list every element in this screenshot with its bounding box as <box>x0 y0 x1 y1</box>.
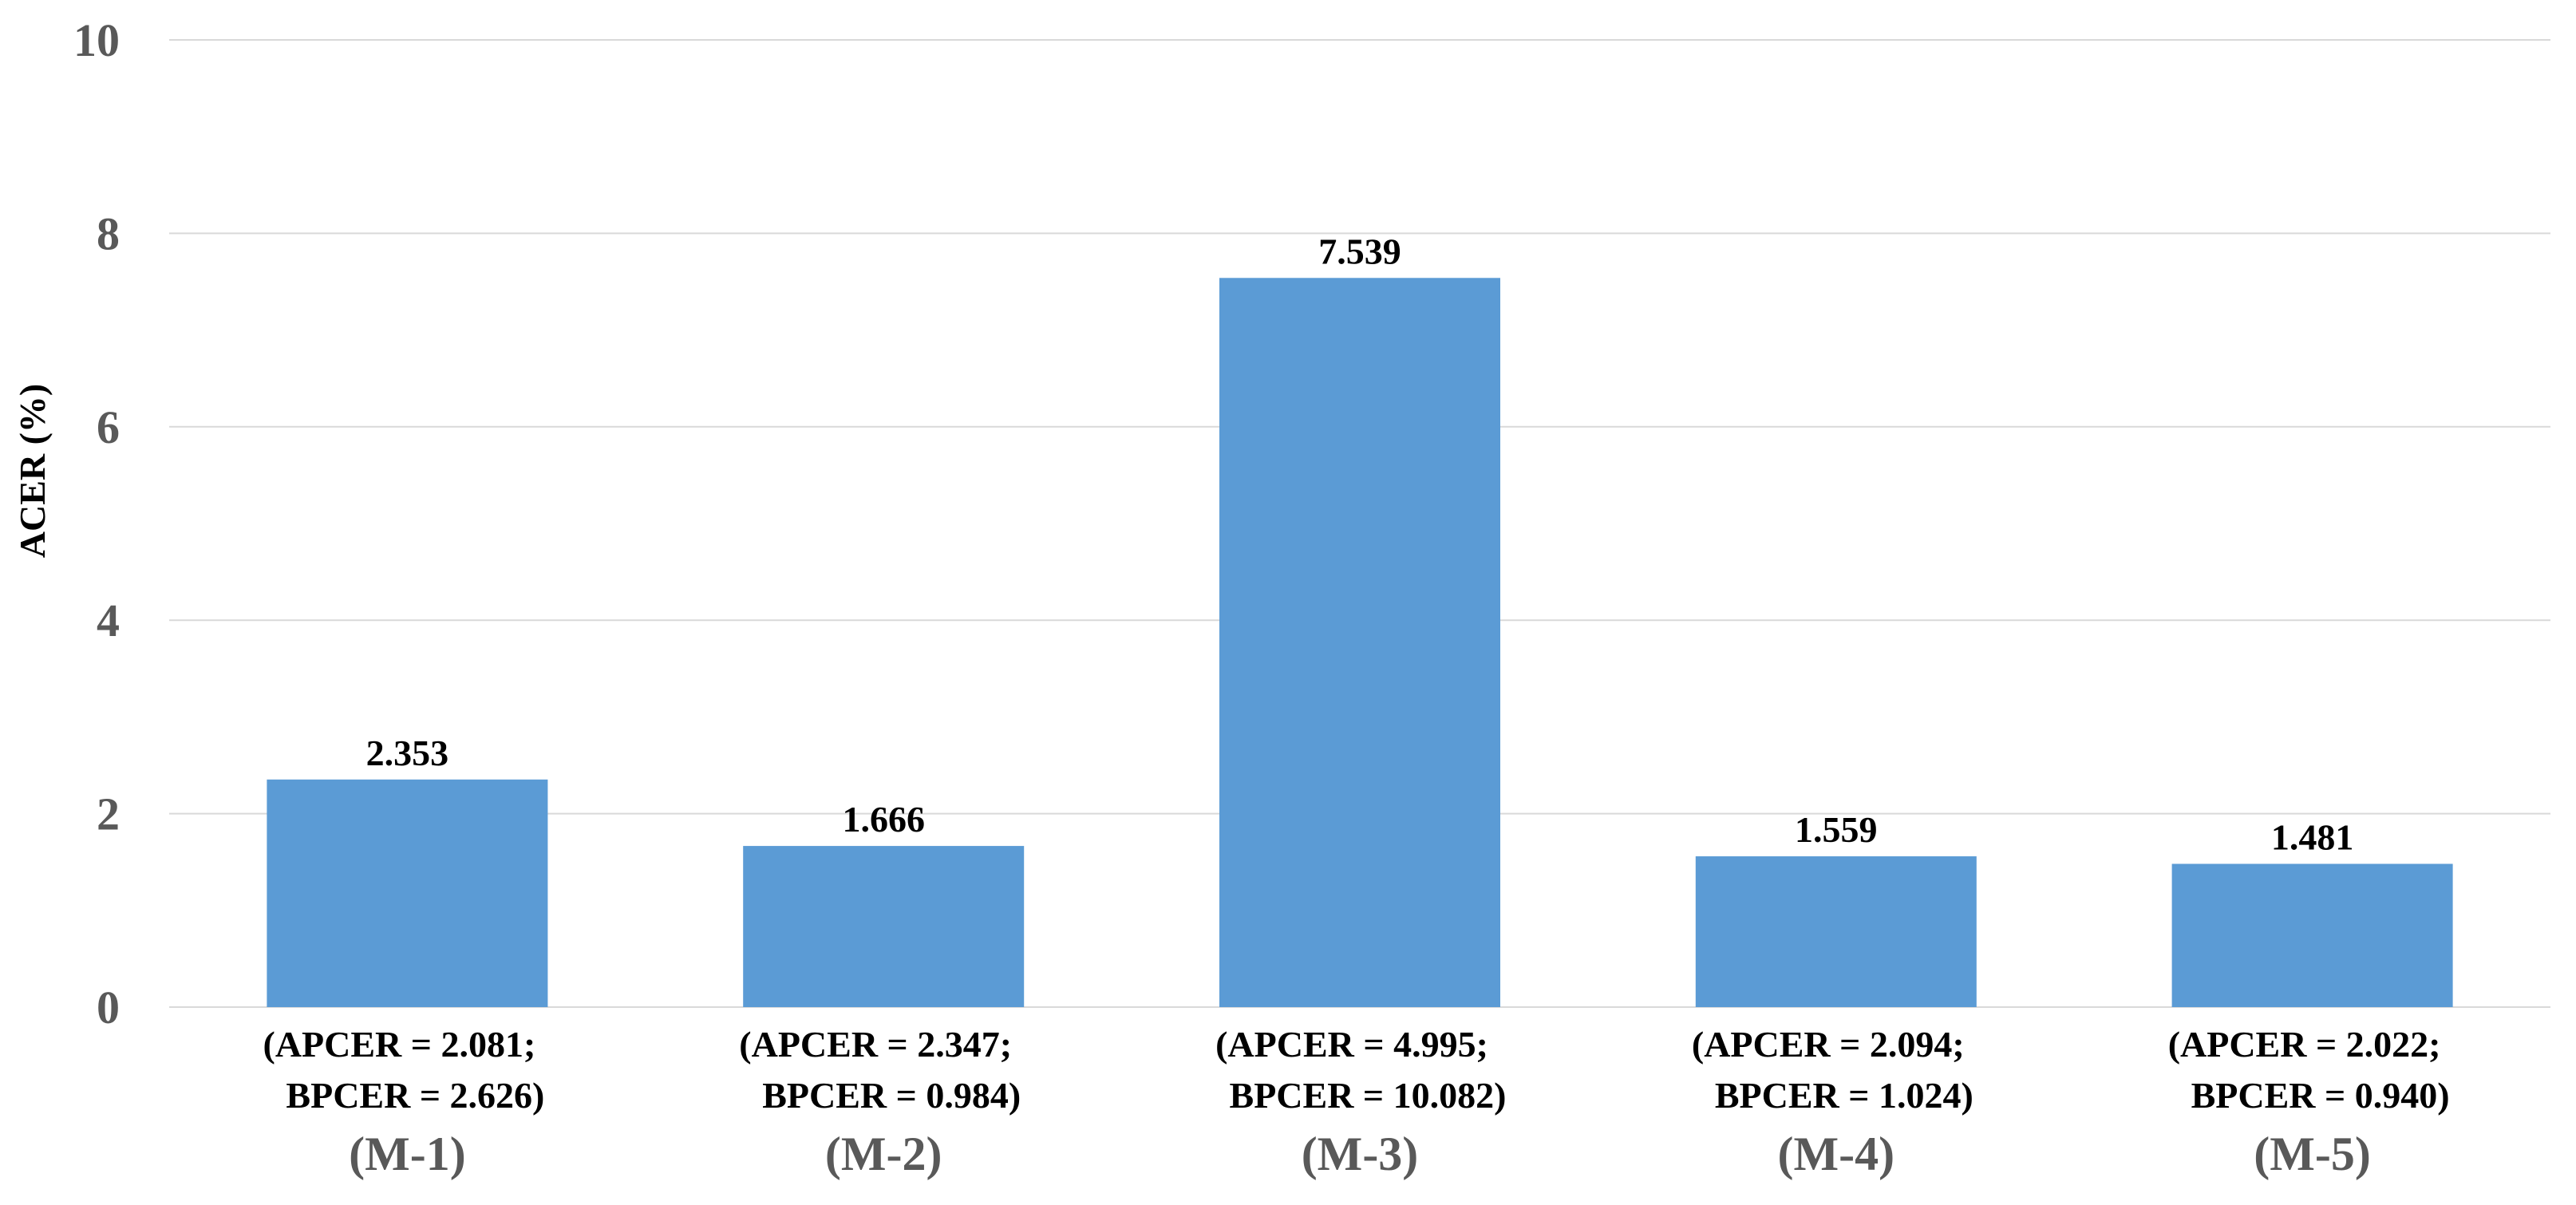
data-label: 1.481 <box>2271 817 2354 858</box>
bar <box>1695 856 1977 1007</box>
data-label: 1.666 <box>842 799 925 840</box>
bar <box>267 779 548 1007</box>
y-axis-ticks: 0 2 4 6 8 10 <box>73 14 120 1033</box>
y-tick-label: 10 <box>73 14 120 66</box>
bpcer-label: BPCER = 1.024) <box>1715 1075 1973 1116</box>
apcer-label: (APCER = 2.022; <box>2168 1024 2441 1065</box>
category-labels: (APCER = 2.081; BPCER = 2.626) (M-1) (APCER… <box>263 1024 2450 1180</box>
data-label: 2.353 <box>366 733 449 773</box>
y-tick-label: 0 <box>97 982 120 1033</box>
category-label: (M-2) <box>825 1128 942 1180</box>
category-label: (M-4) <box>1778 1128 1895 1180</box>
data-label: 7.539 <box>1318 231 1401 271</box>
bars <box>267 278 2453 1007</box>
y-tick-label: 8 <box>97 207 120 259</box>
bar <box>1219 278 1500 1007</box>
data-labels: 2.353 1.666 7.539 1.559 1.481 <box>366 231 2354 857</box>
apcer-label: (APCER = 2.094; <box>1692 1024 1965 1065</box>
data-label: 1.559 <box>1795 809 1878 850</box>
bpcer-label: BPCER = 2.626) <box>286 1075 544 1116</box>
y-tick-label: 4 <box>97 595 120 646</box>
y-axis-label: ACER (%) <box>12 384 53 558</box>
bar <box>743 846 1025 1007</box>
apcer-label: (APCER = 4.995; <box>1215 1024 1488 1065</box>
bar <box>2171 863 2453 1007</box>
category-label: (M-5) <box>2254 1128 2371 1180</box>
y-tick-label: 2 <box>97 788 120 840</box>
bpcer-label: BPCER = 0.984) <box>762 1075 1021 1116</box>
category-label: (M-1) <box>349 1128 466 1180</box>
apcer-label: (APCER = 2.081; <box>263 1024 536 1065</box>
y-tick-label: 6 <box>97 401 120 453</box>
category-label: (M-3) <box>1302 1128 1419 1180</box>
bpcer-label: BPCER = 10.082) <box>1230 1075 1507 1116</box>
apcer-label: (APCER = 2.347; <box>739 1024 1012 1065</box>
bpcer-label: BPCER = 0.940) <box>2191 1075 2450 1116</box>
